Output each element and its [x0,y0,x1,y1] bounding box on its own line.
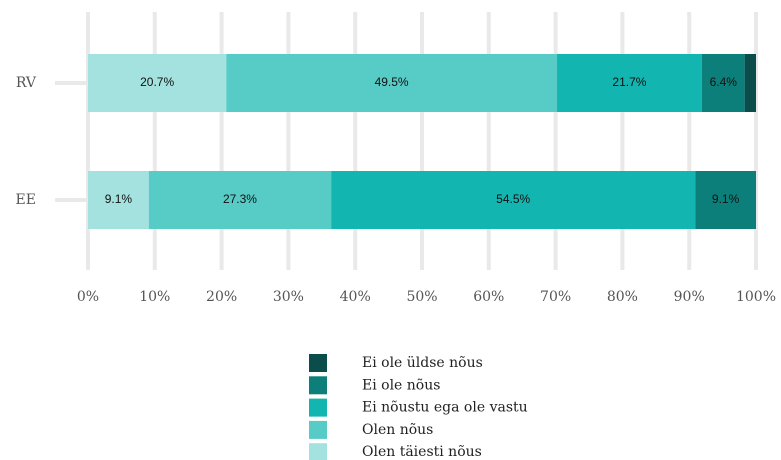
bar-segment [556,54,702,112]
value-label: 9.1% [712,192,740,206]
x-tick-label: 0% [77,289,99,305]
x-tick-label: 90% [674,289,705,305]
bar-segment [744,54,756,112]
x-tick-label: 20% [206,289,237,305]
bar-segment [226,54,557,112]
legend-swatch [309,354,327,372]
legend-swatch [309,443,327,460]
bar-segment [148,171,332,229]
x-tick-label: 100% [736,289,776,305]
value-label: 21.7% [612,75,646,89]
x-tick-label: 40% [340,289,371,305]
x-tick-label: 60% [473,289,504,305]
legend-swatch [309,398,327,417]
bar-segment [88,54,227,112]
bar-segment [88,171,149,229]
bar-segment [331,171,696,229]
x-tick-label: 10% [139,289,170,305]
x-tick-label: 70% [540,289,571,305]
y-tick-label: EE [16,192,36,208]
x-tick-label: 30% [273,289,304,305]
legend-label: Ei ole üldse nõus [362,355,483,371]
legend-label: Ei ole nõus [362,377,440,393]
value-label: 6.4% [710,75,738,89]
legend-label: Olen nõus [362,422,433,438]
x-tick-label: 50% [406,289,437,305]
bar-segment [695,171,756,229]
legend-swatch [309,420,327,439]
value-label: 49.5% [375,75,409,89]
value-label: 27.3% [223,192,257,206]
legend-label: Ei nõustu ega ole vastu [362,400,528,416]
bar-segment [701,54,745,112]
x-tick-label: 80% [607,289,638,305]
value-label: 9.1% [105,192,133,206]
legend-swatch [309,376,327,395]
y-tick-label: RV [16,75,37,91]
legend-label: Olen täiesti nõus [362,444,482,460]
value-label: 20.7% [140,75,174,89]
value-label: 54.5% [496,192,530,206]
